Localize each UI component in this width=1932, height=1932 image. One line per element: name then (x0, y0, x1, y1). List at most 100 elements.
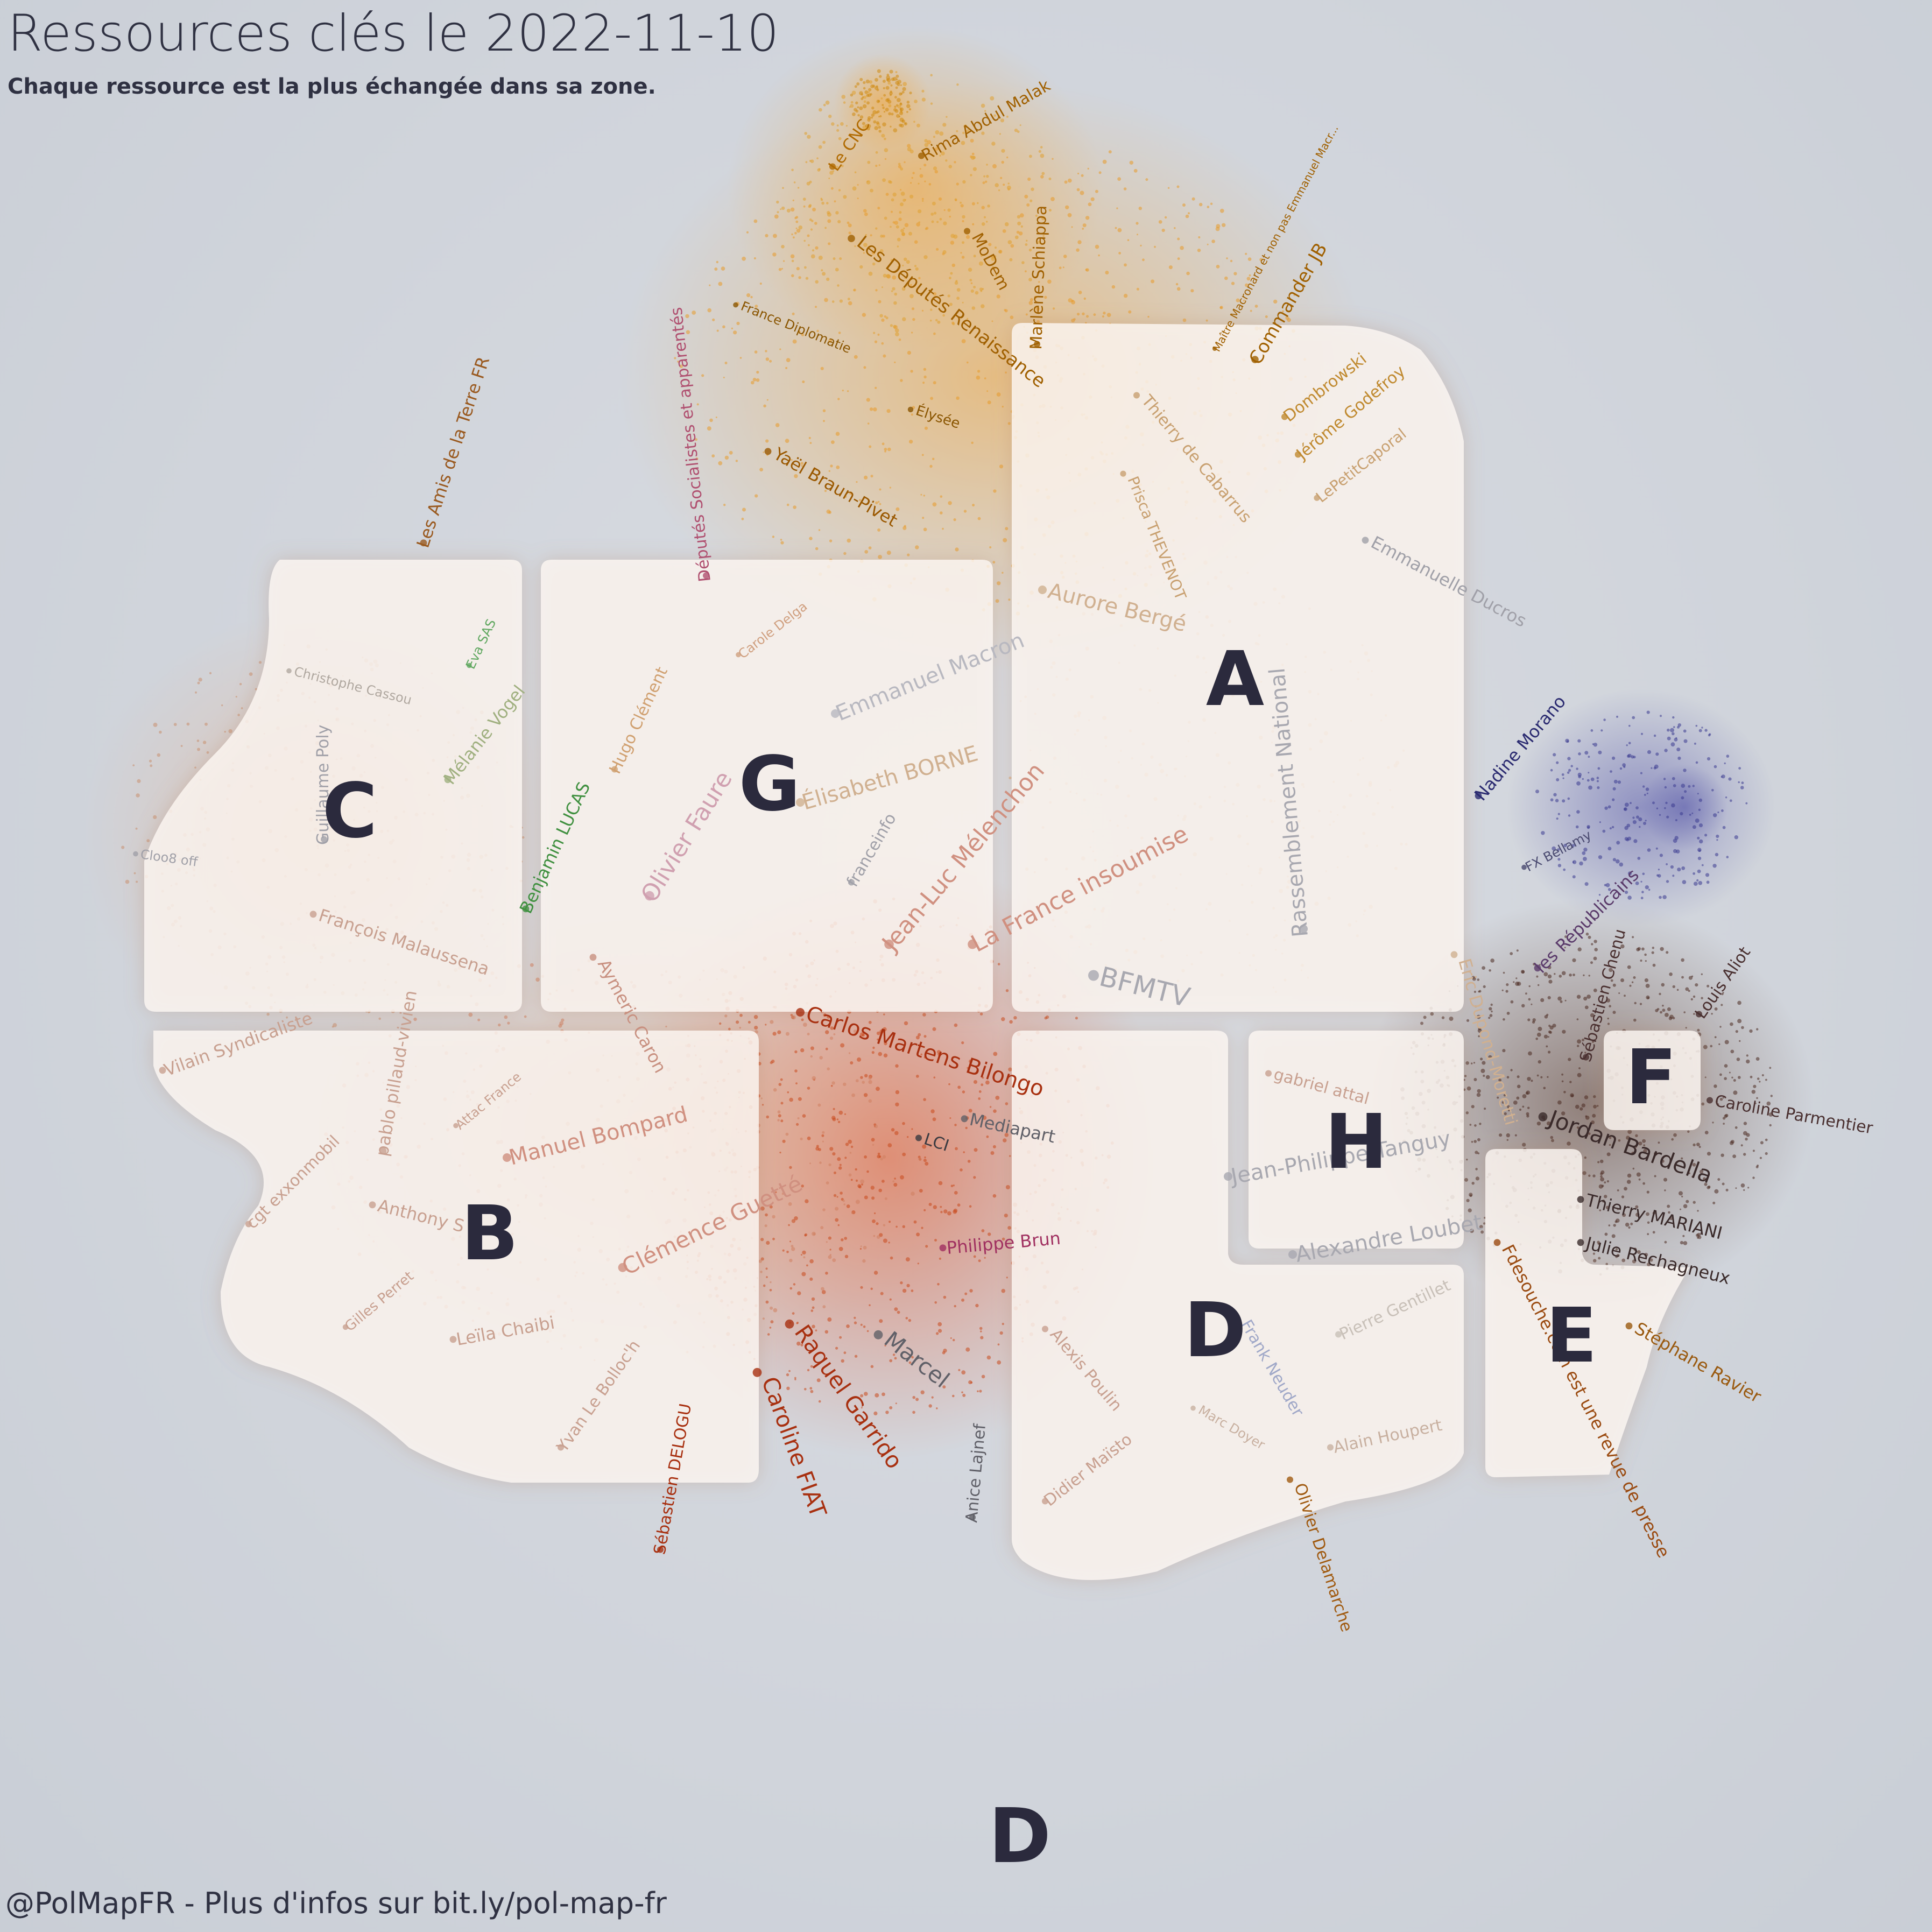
resource-label: Guillaume Poly (314, 725, 333, 845)
node-dot (907, 406, 914, 413)
node-dot (961, 1115, 968, 1123)
node-dot (133, 851, 138, 857)
node-dot (1696, 1011, 1702, 1018)
node-dot (1707, 1097, 1713, 1104)
zone-letter-c: C (322, 767, 378, 855)
node-dot (796, 1008, 805, 1017)
node-dot (703, 572, 709, 579)
node-dot (1534, 964, 1541, 972)
node-dot (1335, 1331, 1342, 1338)
node-dot (785, 1319, 794, 1329)
node-dot (1281, 413, 1288, 420)
node-dot (1475, 792, 1482, 800)
node-dot (1287, 1476, 1293, 1483)
zone-letter-d: D (989, 1793, 1051, 1880)
node-dot (286, 668, 292, 674)
zone-letter-d: D (1184, 1287, 1246, 1374)
node-dot (1190, 1405, 1196, 1411)
node-dot (752, 1367, 762, 1377)
node-dot (369, 1201, 376, 1209)
node-dot (1299, 925, 1308, 933)
resource-label: Stéphane Ravier (1631, 1318, 1765, 1407)
node-dot (321, 836, 327, 843)
node-dot (1042, 1325, 1048, 1332)
zone-panel-e (1485, 1149, 1690, 1477)
node-dot (503, 1153, 511, 1162)
node-dot (1521, 864, 1527, 870)
node-dot (1295, 451, 1301, 458)
node-dot (245, 1221, 252, 1228)
node-dot (968, 939, 977, 949)
node-dot (1327, 1444, 1334, 1451)
node-dot (657, 1546, 664, 1553)
zone-panel-a (1012, 323, 1464, 1012)
zone-panel-c (144, 560, 522, 1012)
node-dot (342, 1324, 349, 1330)
node-dot (829, 163, 836, 170)
node-dot (558, 1444, 564, 1451)
node-dot (918, 152, 925, 159)
node-dot (764, 448, 772, 455)
map-subtitle: Chaque ressource est la plus échangée da… (8, 74, 656, 99)
node-dot (309, 911, 317, 918)
node-dot (733, 302, 738, 308)
node-dot (1133, 392, 1140, 399)
node-dot (611, 766, 618, 773)
node-dot (1493, 1239, 1501, 1246)
node-dot (848, 235, 855, 242)
zone-panel-d (1012, 1031, 1464, 1580)
node-dot (796, 798, 805, 807)
node-dot (915, 1134, 922, 1141)
zone-letter-h: H (1324, 1098, 1387, 1186)
node-dot (969, 1514, 976, 1521)
node-dot (1538, 1112, 1548, 1122)
node-dot (873, 1330, 883, 1339)
map-title: Ressources clés le 2022-11-10 (8, 4, 779, 63)
node-dot (1233, 1315, 1239, 1322)
node-dot (848, 879, 855, 886)
node-dot (522, 905, 530, 913)
node-dot (379, 1147, 387, 1155)
node-dot (1224, 1172, 1232, 1181)
zone-letter-g: G (739, 741, 801, 828)
node-dot (453, 1123, 459, 1129)
node-dot (467, 662, 472, 668)
node-dot (1251, 356, 1259, 363)
node-dot (964, 228, 970, 235)
zone-letter-f: F (1625, 1034, 1677, 1122)
node-dot (1362, 537, 1369, 544)
node-dot (1577, 1239, 1584, 1246)
node-dot (1212, 347, 1217, 351)
node-dot (444, 776, 452, 784)
node-dot (1625, 1322, 1633, 1330)
node-dot (1088, 970, 1099, 981)
node-dot (618, 1263, 627, 1272)
node-dot (645, 891, 654, 901)
node-dot (1583, 1054, 1589, 1061)
zone-panel-f (1604, 1031, 1701, 1130)
node-dot (939, 1244, 947, 1252)
node-dot (1577, 1196, 1584, 1203)
node-dot (1450, 951, 1458, 958)
zone-letter-e: E (1546, 1292, 1597, 1380)
node-dot (589, 954, 597, 961)
node-dot (1034, 341, 1040, 348)
zone-panel-g (541, 560, 993, 1012)
node-dot (1038, 586, 1047, 594)
node-dot (831, 709, 840, 718)
node-dot (1265, 1070, 1272, 1077)
zone-letter-b: B (461, 1190, 519, 1278)
node-dot (1288, 1250, 1297, 1259)
node-dot (420, 539, 427, 547)
node-dot (736, 652, 741, 658)
zone-panel-h (1249, 1031, 1464, 1249)
footer-credit: @PolMapFR - Plus d'infos sur bit.ly/pol-… (5, 1886, 667, 1920)
resource-label: Les Amis de la Terre FR (412, 354, 493, 550)
zone-panels (144, 323, 1701, 1580)
node-dot (159, 1067, 166, 1074)
node-dot (884, 939, 894, 949)
node-dot (1120, 470, 1126, 477)
node-dot (1042, 1498, 1048, 1505)
